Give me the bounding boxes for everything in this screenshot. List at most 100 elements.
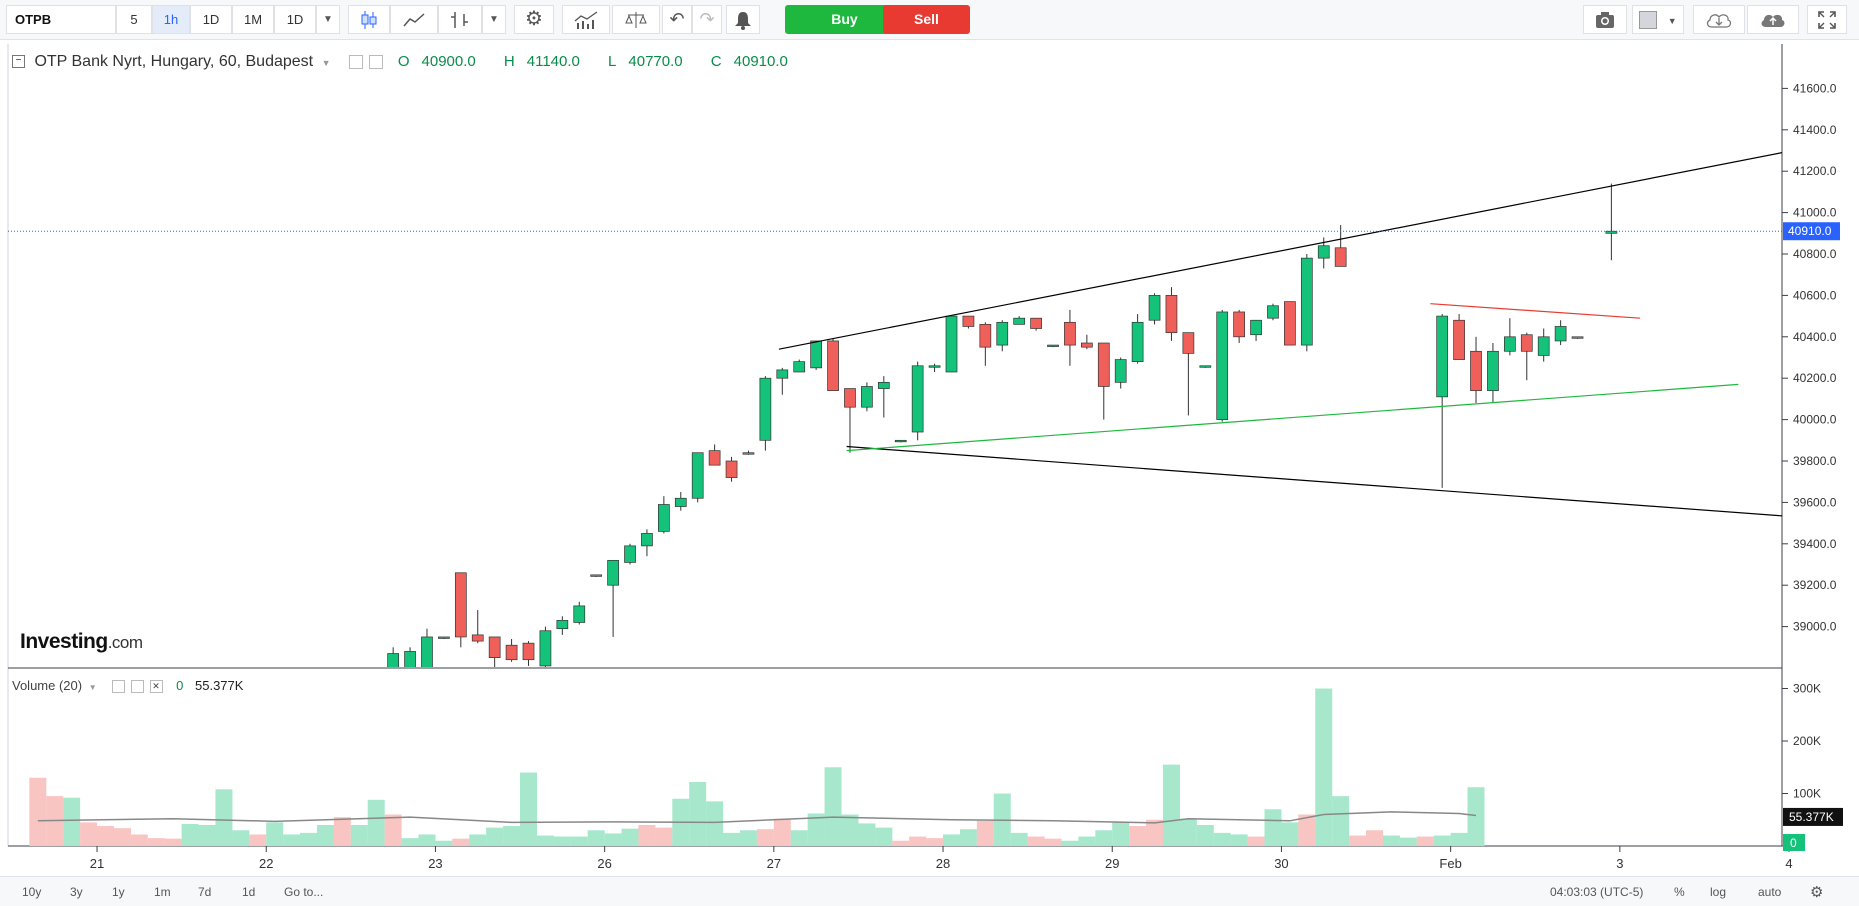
volume-bar bbox=[841, 814, 859, 846]
volume-bar bbox=[1349, 835, 1367, 846]
candle-body bbox=[1064, 321, 1076, 346]
interval-dropdown-button[interactable]: ▼ bbox=[316, 5, 340, 34]
volume-bar bbox=[909, 836, 927, 846]
sell-button[interactable]: Sell bbox=[883, 5, 970, 34]
interval-1d-button[interactable]: 1D bbox=[190, 5, 232, 34]
candle bbox=[1030, 317, 1042, 331]
volume-bar bbox=[1095, 830, 1113, 846]
eye-icon[interactable] bbox=[112, 680, 126, 694]
volume-current-label: 55.377K bbox=[1789, 810, 1834, 824]
interval-1d-alt-button[interactable]: 1D bbox=[274, 5, 316, 34]
compare-button[interactable] bbox=[612, 5, 660, 34]
support-line[interactable] bbox=[846, 383, 1739, 452]
volume-bar bbox=[756, 829, 774, 846]
auto-toggle[interactable]: auto bbox=[1758, 885, 1782, 899]
candle-body bbox=[471, 634, 484, 642]
chart-area[interactable]: 39000.0 39200.0 39400.0 39600.0 39800.0 40000… bbox=[0, 40, 1859, 876]
settings-button[interactable]: ⚙ bbox=[514, 5, 554, 34]
candle-body bbox=[421, 636, 433, 667]
high-label: H bbox=[503, 53, 515, 70]
settings-icon[interactable] bbox=[369, 54, 384, 69]
time-tick-label: 23 bbox=[428, 856, 442, 871]
close-icon[interactable]: ✕ bbox=[149, 680, 163, 694]
volume-bar bbox=[1450, 832, 1468, 846]
color-picker-button[interactable]: ▼ bbox=[1632, 5, 1684, 34]
range-1d-button[interactable]: 1d bbox=[242, 885, 256, 899]
range-7d-button[interactable]: 7d bbox=[198, 885, 212, 899]
lower-channel-line[interactable] bbox=[846, 445, 1796, 517]
price-tick-label: 40200.0 bbox=[1793, 371, 1837, 385]
gear-icon[interactable]: ⚙ bbox=[1810, 884, 1824, 901]
candle bbox=[1470, 336, 1482, 404]
collapse-legend-icon[interactable]: − bbox=[12, 55, 25, 69]
candle bbox=[522, 641, 535, 666]
range-10y-button[interactable]: 10y bbox=[22, 885, 42, 899]
price-tick-label: 40600.0 bbox=[1793, 288, 1837, 302]
brand-suffix: .com bbox=[107, 633, 143, 652]
volume-bar bbox=[1366, 830, 1383, 846]
log-toggle[interactable]: log bbox=[1710, 885, 1727, 899]
volume-zero-value: 0 bbox=[176, 678, 184, 693]
volume-bar bbox=[113, 828, 131, 846]
chevron-down-icon[interactable]: ▼ bbox=[321, 58, 331, 68]
interval-1m-button[interactable]: 1M bbox=[232, 5, 274, 34]
range-1m-button[interactable]: 1m bbox=[154, 885, 171, 899]
candle-body bbox=[522, 642, 535, 661]
symbol-input[interactable]: OTPB bbox=[6, 5, 116, 34]
color-square-icon bbox=[1639, 10, 1658, 29]
candle bbox=[539, 626, 552, 667]
trendlines[interactable] bbox=[778, 152, 1796, 517]
series-title[interactable]: OTP Bank Nyrt, Hungary, 60, Budapest bbox=[34, 53, 314, 70]
volume-bar bbox=[587, 830, 605, 846]
fullscreen-button[interactable] bbox=[1807, 5, 1847, 34]
candle-body bbox=[996, 321, 1009, 346]
volume-bar bbox=[1027, 836, 1045, 846]
volume-tick-label: 300K bbox=[1793, 682, 1821, 696]
chevron-down-icon[interactable]: ▼ bbox=[88, 683, 97, 692]
candles-button[interactable] bbox=[348, 5, 390, 34]
candle-body bbox=[607, 560, 619, 586]
volume-bar bbox=[1433, 835, 1451, 846]
candle bbox=[1571, 336, 1584, 339]
candle-body bbox=[1047, 344, 1059, 347]
volume-zero-badge bbox=[1783, 834, 1805, 851]
time-tick-label: 30 bbox=[1274, 856, 1288, 871]
volume-zero-label: 0 bbox=[1790, 836, 1797, 850]
undo-button[interactable]: ↶ bbox=[662, 5, 692, 34]
redo-button[interactable]: ↷ bbox=[692, 5, 722, 34]
range-3y-button[interactable]: 3y bbox=[70, 885, 83, 899]
time-tick-label: 29 bbox=[1105, 856, 1119, 871]
volume-bar bbox=[503, 826, 521, 846]
candle bbox=[827, 338, 839, 391]
volume-bar bbox=[452, 838, 470, 846]
interval-1h-button[interactable]: 1h bbox=[152, 5, 190, 34]
settings-icon[interactable] bbox=[130, 680, 144, 694]
studies-button[interactable] bbox=[562, 5, 610, 34]
load-chart-button[interactable] bbox=[1693, 5, 1745, 34]
price-tick-label: 39000.0 bbox=[1793, 620, 1837, 634]
candle-body bbox=[1216, 311, 1229, 420]
candle-body bbox=[844, 388, 856, 408]
upper-channel-line[interactable] bbox=[778, 152, 1782, 350]
volume-bar bbox=[689, 781, 707, 846]
candle-body bbox=[1148, 295, 1161, 321]
screenshot-button[interactable] bbox=[1583, 5, 1627, 34]
line-chart-button[interactable] bbox=[390, 5, 438, 34]
save-chart-button[interactable] bbox=[1747, 5, 1799, 34]
interval-5-button[interactable]: 5 bbox=[116, 5, 152, 34]
candle bbox=[861, 382, 873, 412]
volume-bar bbox=[638, 825, 656, 846]
percent-toggle[interactable]: % bbox=[1674, 885, 1685, 899]
chart-type-dropdown-button[interactable]: ▼ bbox=[482, 5, 506, 34]
candle-body bbox=[861, 386, 873, 408]
eye-icon[interactable] bbox=[348, 54, 363, 69]
alert-button[interactable] bbox=[726, 5, 760, 34]
resistance-line[interactable] bbox=[1430, 303, 1641, 319]
candle bbox=[1250, 319, 1262, 341]
volume-title[interactable]: Volume (20) bbox=[12, 678, 83, 693]
volume-bar bbox=[316, 825, 334, 846]
candles-icon bbox=[361, 11, 377, 29]
range-1y-button[interactable]: 1y bbox=[112, 885, 125, 899]
goto-button[interactable]: Go to... bbox=[284, 885, 324, 899]
indicators-button[interactable] bbox=[438, 5, 482, 34]
